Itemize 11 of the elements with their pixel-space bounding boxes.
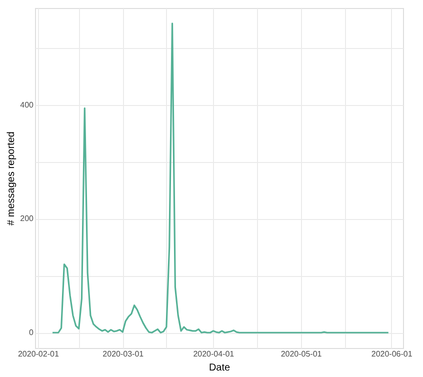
line-series <box>52 22 390 334</box>
x-tick-label: 2020-03-01 <box>102 350 144 358</box>
x-tick-label: 2020-02-01 <box>18 350 60 358</box>
y-tick-label: 0 <box>29 328 34 338</box>
x-axis-title: Date <box>208 362 230 374</box>
y-tick-label: 400 <box>20 100 34 110</box>
y-tick-label: 200 <box>20 214 34 224</box>
y-axis-title: # messages reported <box>6 132 18 226</box>
x-tick-label: 2020-06-01 <box>371 350 413 358</box>
x-tick-label: 2020-04-01 <box>193 350 235 358</box>
x-tick-label: 2020-05-01 <box>280 350 322 358</box>
